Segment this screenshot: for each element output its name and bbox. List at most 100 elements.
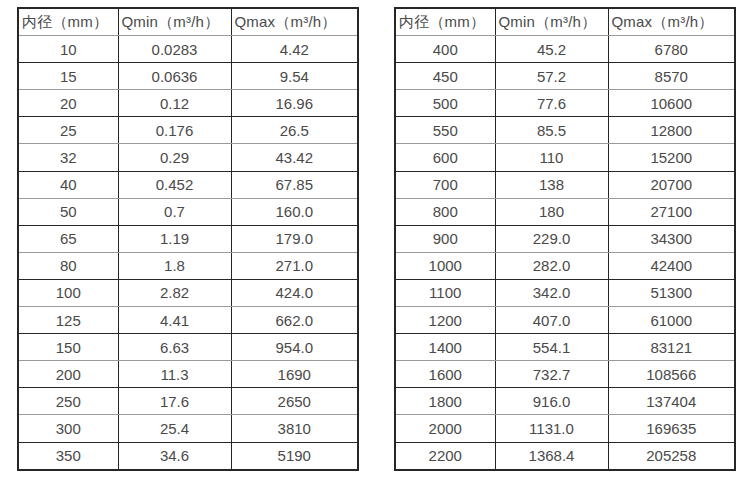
cell-diameter: 500 <box>395 90 495 117</box>
cell-qmin: 57.2 <box>495 63 608 90</box>
cell-qmin: 25.4 <box>118 415 231 442</box>
table-row: 900229.034300 <box>395 225 735 252</box>
cell-diameter: 125 <box>18 307 118 334</box>
cell-qmin: 732.7 <box>495 361 608 388</box>
table-row: 320.2943.42 <box>18 144 358 171</box>
table-row: 1200407.061000 <box>395 307 735 334</box>
table-row: 1506.63954.0 <box>18 334 358 361</box>
cell-qmin: 34.6 <box>118 442 231 470</box>
cell-qmin: 0.0636 <box>118 63 231 90</box>
cell-qmax: 4.42 <box>231 36 358 63</box>
cell-qmin: 77.6 <box>495 90 608 117</box>
cell-diameter: 80 <box>18 252 118 279</box>
table-row: 1254.41662.0 <box>18 307 358 334</box>
cell-qmin: 85.5 <box>495 117 608 144</box>
table-row: 1000282.042400 <box>395 252 735 279</box>
cell-qmin: 2.82 <box>118 279 231 306</box>
flow-range-table-large-diameters: 内径（mm） Qmin（m³/h） Qmax（m³/h） 40045.26780… <box>394 7 736 471</box>
table-row: 50077.610600 <box>395 90 735 117</box>
cell-qmax: 205258 <box>608 442 735 470</box>
cell-diameter: 200 <box>18 361 118 388</box>
table-row: 500.7160.0 <box>18 198 358 225</box>
cell-qmax: 2650 <box>231 388 358 415</box>
cell-diameter: 15 <box>18 63 118 90</box>
cell-qmin: 0.0283 <box>118 36 231 63</box>
cell-diameter: 2000 <box>395 415 495 442</box>
header-diameter: 内径（mm） <box>18 8 118 36</box>
table-row: 25017.62650 <box>18 388 358 415</box>
cell-qmax: 954.0 <box>231 334 358 361</box>
table-row: 22001368.4205258 <box>395 442 735 470</box>
header-row: 内径（mm） Qmin（m³/h） Qmax（m³/h） <box>395 8 735 36</box>
cell-qmax: 20700 <box>608 171 735 198</box>
cell-qmax: 6780 <box>608 36 735 63</box>
table-row: 80018027100 <box>395 198 735 225</box>
table-row: 150.06369.54 <box>18 63 358 90</box>
table-row: 801.8271.0 <box>18 252 358 279</box>
table-row: 55085.512800 <box>395 117 735 144</box>
cell-qmin: 1368.4 <box>495 442 608 470</box>
cell-diameter: 1200 <box>395 307 495 334</box>
cell-qmin: 110 <box>495 144 608 171</box>
tables-container: 内径（mm） Qmin（m³/h） Qmax（m³/h） 100.02834.4… <box>0 0 750 471</box>
cell-qmax: 26.5 <box>231 117 358 144</box>
cell-qmin: 4.41 <box>118 307 231 334</box>
cell-qmax: 10600 <box>608 90 735 117</box>
header-qmax: Qmax（m³/h） <box>608 8 735 36</box>
cell-qmax: 271.0 <box>231 252 358 279</box>
cell-qmax: 15200 <box>608 144 735 171</box>
cell-diameter: 250 <box>18 388 118 415</box>
cell-qmin: 0.29 <box>118 144 231 171</box>
header-qmin: Qmin（m³/h） <box>118 8 231 36</box>
table-row: 400.45267.85 <box>18 171 358 198</box>
cell-qmax: 137404 <box>608 388 735 415</box>
cell-diameter: 100 <box>18 279 118 306</box>
cell-qmin: 0.176 <box>118 117 231 144</box>
cell-diameter: 400 <box>395 36 495 63</box>
cell-qmax: 67.85 <box>231 171 358 198</box>
cell-qmax: 83121 <box>608 334 735 361</box>
table-row: 250.17626.5 <box>18 117 358 144</box>
cell-qmin: 1.19 <box>118 225 231 252</box>
cell-diameter: 1100 <box>395 279 495 306</box>
table-row: 30025.43810 <box>18 415 358 442</box>
cell-diameter: 900 <box>395 225 495 252</box>
table-row: 20011.31690 <box>18 361 358 388</box>
cell-diameter: 10 <box>18 36 118 63</box>
table-row: 45057.28570 <box>395 63 735 90</box>
table-row: 35034.65190 <box>18 442 358 470</box>
table-row: 20001131.0169635 <box>395 415 735 442</box>
cell-qmin: 0.12 <box>118 90 231 117</box>
cell-diameter: 600 <box>395 144 495 171</box>
cell-qmin: 282.0 <box>495 252 608 279</box>
cell-diameter: 550 <box>395 117 495 144</box>
cell-diameter: 450 <box>395 63 495 90</box>
cell-qmax: 61000 <box>608 307 735 334</box>
cell-qmax: 51300 <box>608 279 735 306</box>
cell-diameter: 350 <box>18 442 118 470</box>
cell-qmax: 3810 <box>231 415 358 442</box>
cell-diameter: 1000 <box>395 252 495 279</box>
flow-range-table-small-diameters: 内径（mm） Qmin（m³/h） Qmax（m³/h） 100.02834.4… <box>17 7 359 471</box>
cell-qmax: 42400 <box>608 252 735 279</box>
cell-diameter: 1800 <box>395 388 495 415</box>
cell-qmax: 16.96 <box>231 90 358 117</box>
table-row: 651.19179.0 <box>18 225 358 252</box>
cell-diameter: 1600 <box>395 361 495 388</box>
cell-qmin: 11.3 <box>118 361 231 388</box>
cell-qmin: 554.1 <box>495 334 608 361</box>
cell-qmax: 8570 <box>608 63 735 90</box>
header-row: 内径（mm） Qmin（m³/h） Qmax（m³/h） <box>18 8 358 36</box>
cell-qmin: 916.0 <box>495 388 608 415</box>
header-diameter: 内径（mm） <box>395 8 495 36</box>
cell-qmin: 138 <box>495 171 608 198</box>
table-row: 100.02834.42 <box>18 36 358 63</box>
cell-qmax: 424.0 <box>231 279 358 306</box>
cell-qmax: 179.0 <box>231 225 358 252</box>
cell-qmin: 407.0 <box>495 307 608 334</box>
table-row: 1600732.7108566 <box>395 361 735 388</box>
table-row: 70013820700 <box>395 171 735 198</box>
cell-qmin: 229.0 <box>495 225 608 252</box>
table-row: 60011015200 <box>395 144 735 171</box>
cell-diameter: 150 <box>18 334 118 361</box>
